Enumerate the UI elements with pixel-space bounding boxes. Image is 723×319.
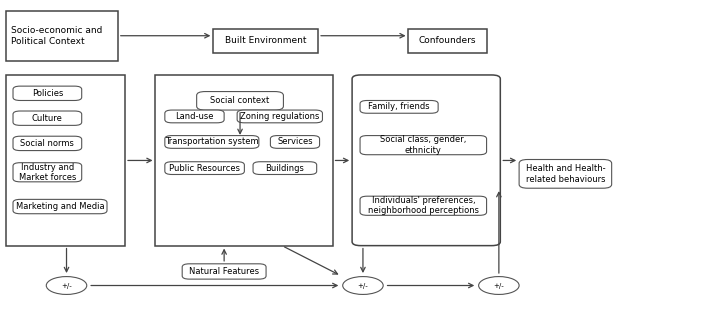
Text: +/-: +/- — [494, 283, 504, 288]
FancyBboxPatch shape — [270, 136, 320, 148]
Text: Buildings: Buildings — [265, 164, 304, 173]
Text: +/-: +/- — [61, 283, 72, 288]
Text: Built Environment: Built Environment — [225, 36, 307, 45]
Text: +/-: +/- — [358, 283, 368, 288]
FancyBboxPatch shape — [253, 162, 317, 174]
Text: Land-use: Land-use — [175, 112, 214, 121]
Text: Confounders: Confounders — [419, 36, 476, 45]
Bar — [6, 11, 118, 61]
Text: Policies: Policies — [32, 89, 63, 98]
Bar — [155, 75, 333, 246]
Text: Zoning regulations: Zoning regulations — [240, 112, 320, 121]
Bar — [408, 29, 487, 53]
Text: Family, friends: Family, friends — [368, 102, 430, 111]
Circle shape — [479, 277, 519, 294]
FancyBboxPatch shape — [13, 86, 82, 100]
FancyBboxPatch shape — [182, 264, 266, 279]
Bar — [213, 29, 318, 53]
Text: Industry and
Market forces: Industry and Market forces — [19, 163, 76, 182]
Text: Public Resources: Public Resources — [169, 164, 240, 173]
Text: Marketing and Media: Marketing and Media — [16, 202, 104, 211]
FancyBboxPatch shape — [13, 163, 82, 182]
FancyBboxPatch shape — [13, 199, 107, 214]
Text: Social class, gender,
ethnicity: Social class, gender, ethnicity — [380, 136, 466, 155]
Text: Socio-economic and
Political Context: Socio-economic and Political Context — [11, 26, 102, 46]
FancyBboxPatch shape — [352, 75, 500, 246]
Text: Social context: Social context — [210, 96, 270, 105]
FancyBboxPatch shape — [197, 92, 283, 110]
FancyBboxPatch shape — [360, 136, 487, 155]
Text: Culture: Culture — [32, 114, 63, 123]
Text: Natural Features: Natural Features — [189, 267, 259, 276]
FancyBboxPatch shape — [13, 111, 82, 125]
FancyBboxPatch shape — [13, 136, 82, 151]
FancyBboxPatch shape — [360, 100, 438, 113]
FancyBboxPatch shape — [519, 160, 612, 188]
Text: Social norms: Social norms — [20, 139, 74, 148]
FancyBboxPatch shape — [165, 110, 224, 123]
Text: Services: Services — [277, 137, 313, 146]
FancyBboxPatch shape — [360, 196, 487, 215]
Bar — [6, 75, 125, 246]
Text: Health and Health-
related behaviours: Health and Health- related behaviours — [526, 164, 605, 183]
FancyBboxPatch shape — [165, 136, 259, 148]
FancyBboxPatch shape — [237, 110, 322, 123]
FancyBboxPatch shape — [165, 162, 244, 174]
Circle shape — [343, 277, 383, 294]
Text: Individuals' preferences,
neighborhood perceptions: Individuals' preferences, neighborhood p… — [368, 196, 479, 215]
Circle shape — [46, 277, 87, 294]
Text: Transportation system: Transportation system — [165, 137, 259, 146]
